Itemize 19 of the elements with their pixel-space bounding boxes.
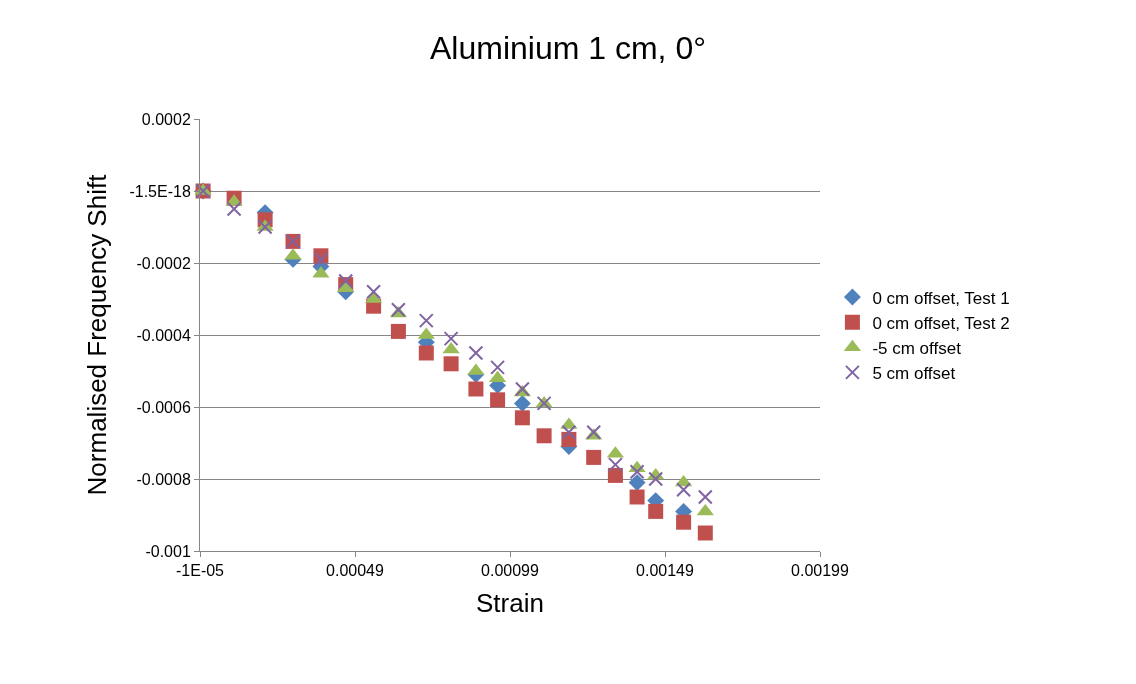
x-axis-title: Strain [476, 587, 544, 618]
x-tick-label: 0.00099 [481, 562, 540, 580]
legend-label: 0 cm offset, Test 2 [872, 313, 1010, 333]
legend-label: 5 cm offset [872, 363, 956, 383]
y-tick-label: 0.0002 [141, 110, 191, 128]
x-tick-label: 0.00199 [791, 562, 850, 580]
legend-label: 0 cm offset, Test 1 [872, 288, 1010, 308]
y-tick-label: -0.0004 [136, 326, 191, 344]
legend-label: -5 cm offset [872, 338, 962, 358]
y-tick-label: -0.001 [145, 542, 191, 560]
x-tick-label: -1E-05 [175, 562, 225, 580]
y-tick-label: -1.5E-18 [129, 182, 191, 200]
y-axis-title: Normalised Frequency Shift [81, 173, 112, 496]
y-tick-label: -0.0002 [136, 254, 191, 272]
x-tick-label: 0.00149 [636, 562, 695, 580]
y-tick-label: -0.0006 [136, 398, 191, 416]
chart-title: Aluminium 1 cm, 0° [430, 30, 706, 67]
x-tick-label: 0.00049 [326, 562, 385, 580]
y-tick-label: -0.0008 [136, 470, 191, 488]
